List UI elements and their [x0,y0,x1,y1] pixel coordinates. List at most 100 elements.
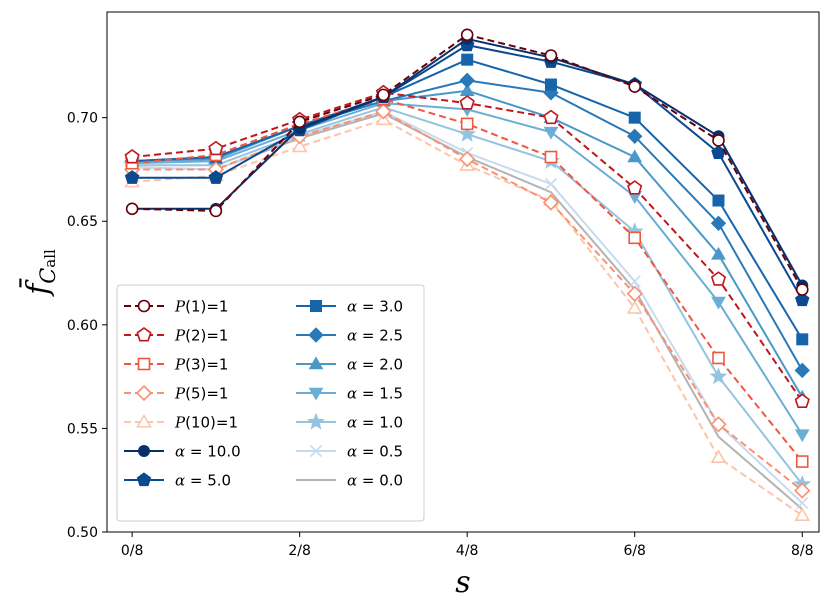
legend-marker [136,413,152,428]
data-point [794,362,810,379]
data-point [459,150,476,168]
data-point [460,28,474,42]
legend-entry: α = 5.0 [124,472,231,490]
data-point [709,367,728,385]
legend-entry: P(1)=1 [124,298,228,316]
data-point [460,117,474,131]
data-point [627,128,643,145]
data-point [627,180,643,195]
series-layer [123,28,812,521]
data-point [794,393,810,408]
data-point [208,140,224,156]
data-point [124,149,140,164]
legend-marker [136,472,152,487]
legend-entry: α = 0.5 [296,443,403,461]
x-tick-label: 8/8 [791,543,814,559]
data-point [710,416,727,433]
legend-label: α = 1.5 [347,385,403,403]
legend-label: α = 10.0 [175,443,241,461]
y-tick-label: 0.60 [67,318,98,334]
legend-marker [308,356,324,370]
data-point [628,111,641,124]
data-point [543,126,559,140]
data-point [543,109,559,125]
legend-label: α = 1.0 [347,414,403,432]
legend-label: α = 0.5 [347,443,403,461]
data-point [291,138,308,153]
data-point [712,134,725,147]
data-point [710,271,727,286]
legend-entry: α = 2.5 [296,327,403,345]
y-tick-label: 0.50 [67,525,98,541]
data-point [711,145,726,160]
data-point [458,124,477,142]
x-tick-label: 2/8 [288,543,311,559]
data-point [795,283,809,296]
y-tick-label: 0.70 [67,111,98,127]
plot-frame [106,11,820,533]
data-point [710,215,727,232]
data-point [544,177,558,191]
legend-label: α = 0.0 [347,472,403,490]
legend-marker [308,327,324,343]
data-point [544,150,558,164]
y-axis-label-sub: C [36,268,60,284]
y-axis-label: f̄Call [18,249,60,297]
y-tick-label: 0.55 [67,421,98,437]
legend-entry: P(10)=1 [124,414,238,432]
data-point [712,351,725,365]
data-point [542,194,560,211]
data-point [459,95,475,110]
legend-box [116,284,425,522]
series-line [132,98,804,463]
legend-label: α = 5.0 [175,472,231,490]
legend-entry: α = 3.0 [296,298,403,316]
legend-marker [137,357,151,371]
data-point [712,194,725,207]
data-point [375,103,392,120]
data-point [377,88,390,102]
legend: P(1)=1 P(2)=1 P(3)=1 P(5)=1 P(10)=1 α = 10.0 α… [116,284,425,522]
x-tick-label: 4/8 [456,543,479,559]
legend-entry: P(3)=1 [124,356,228,374]
data-point [628,275,641,288]
legend-entry: α = 10.0 [124,443,241,461]
svg-text:f̄Call: f̄Call [18,249,60,297]
legend-label: P(10)=1 [174,414,238,432]
data-point [293,115,306,129]
legend-label: P(3)=1 [174,356,228,374]
legend-label: P(2)=1 [174,327,228,345]
legend-label: P(5)=1 [174,385,228,403]
legend-entry: α = 1.0 [296,412,403,432]
data-point [711,296,726,310]
legend-label: α = 3.0 [347,298,403,316]
data-point [628,231,642,245]
y-tick-label: 0.65 [67,214,98,230]
legend-marker [137,299,151,313]
data-point [796,333,809,346]
legend-entry: α = 1.5 [296,385,403,403]
data-point [794,482,811,499]
axis-ticks: 0/8 2/8 4/8 6/8 8/8 0.50 0.55 0.60 0.65 0.70 [67,111,814,559]
data-point [795,292,810,307]
legend-label: P(1)=1 [174,298,228,316]
data-point [627,149,643,163]
data-point [626,300,643,314]
data-point [794,429,810,443]
legend-marker [138,445,150,457]
data-point [711,246,726,260]
legend-marker [308,387,324,401]
legend-entry: P(2)=1 [124,327,228,345]
data-point [795,455,809,468]
data-point [209,204,223,218]
data-point [125,202,139,216]
legend-entry: α = 0.0 [296,472,403,490]
legend-marker [310,300,322,312]
data-point [461,53,474,66]
data-point [459,72,475,89]
legend-marker [307,412,325,430]
data-point [208,170,224,184]
legend-label: α = 2.5 [347,327,403,345]
legend-marker [136,327,152,342]
x-tick-label: 0/8 [121,543,144,559]
